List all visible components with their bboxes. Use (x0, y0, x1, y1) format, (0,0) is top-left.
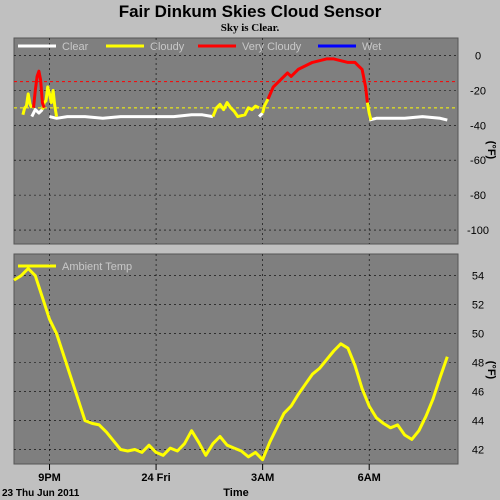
sky-ytick-label: -20 (470, 85, 486, 97)
sky-series-cloudy (40, 85, 59, 117)
ambient-plot-area (13, 253, 459, 465)
sky-grid (14, 38, 458, 244)
date-label: 23 Thu Jun 2011 (2, 488, 80, 499)
legend-cloudy: Cloudy (150, 41, 185, 53)
ambient-ytick-label: 44 (472, 416, 484, 428)
page-title: Fair Dinkum Skies Cloud Sensor (118, 2, 382, 21)
legend-wet: Wet (362, 41, 381, 53)
ambient-legend: Ambient Temp (18, 261, 132, 273)
x-ticks: 9PM 24 Fri 3AM 6AM (38, 464, 381, 484)
sky-series-clear (30, 108, 44, 118)
legend-clear: Clear (62, 41, 89, 53)
ambient-ytick-label: 50 (472, 329, 484, 341)
legend-very-cloudy: Very Cloudy (242, 41, 302, 53)
x-tick-label: 24 Fri (141, 472, 170, 484)
ambient-grid (14, 254, 458, 464)
sky-ytick-label: -40 (470, 120, 486, 132)
ambient-yticks: 54 52 50 48 46 44 42 (472, 271, 484, 457)
ambient-series (13, 267, 449, 462)
sky-series-clear (258, 112, 264, 118)
ambient-ytick-label: 54 (472, 271, 484, 283)
sky-series-cloudy (211, 101, 260, 119)
sky-status: Sky is Clear. (220, 22, 280, 34)
sky-thresholds (14, 81, 458, 109)
sky-series-clear (368, 115, 448, 122)
ambient-unit-label: (°F) (485, 361, 497, 380)
sky-unit-label: (°F) (485, 141, 497, 160)
ambient-ytick-label: 52 (472, 300, 484, 312)
sky-ytick-label: -60 (470, 155, 486, 167)
ambient-ytick-label: 42 (472, 445, 484, 457)
ambient-series-ambient-temp (13, 267, 449, 462)
sky-yticks: 0 -20 -40 -60 -80 -100 (467, 50, 489, 237)
sky-ytick-label: -100 (467, 225, 489, 237)
ambient-ytick-label: 46 (472, 387, 484, 399)
sky-ytick-label: 0 (475, 50, 481, 62)
sky-series-clear (49, 113, 214, 120)
sky-series-very-cloudy (266, 57, 369, 103)
sky-series-cloudy (21, 92, 34, 116)
x-tick-label: 3AM (251, 472, 274, 484)
x-axis-label: Time (223, 487, 248, 499)
sky-series (21, 57, 448, 122)
sky-plot-area (13, 37, 459, 245)
sky-series-very-cloudy (32, 69, 46, 109)
sky-legend: Clear Cloudy Very Cloudy Wet (18, 41, 381, 53)
x-tick-label: 6AM (358, 472, 381, 484)
ambient-ytick-label: 48 (472, 358, 484, 370)
x-tick-label: 9PM (38, 472, 61, 484)
sky-ytick-label: -80 (470, 190, 486, 202)
sky-series-cloudy (365, 102, 373, 121)
legend-ambient: Ambient Temp (62, 261, 132, 273)
sky-series-cloudy (261, 98, 270, 114)
